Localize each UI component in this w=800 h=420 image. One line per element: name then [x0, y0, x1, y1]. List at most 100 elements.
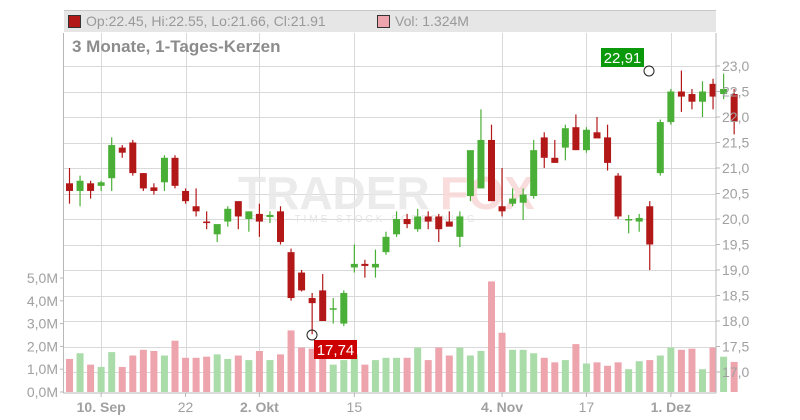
ohlc-legend[interactable]: Op:22.45, Hi:22.55, Lo:21.66, Cl:21.91 [68, 13, 326, 29]
candle[interactable] [382, 231, 390, 255]
candle[interactable] [509, 188, 517, 207]
candle[interactable] [224, 206, 232, 227]
candle[interactable] [688, 88, 696, 110]
candle[interactable] [97, 180, 105, 191]
volume-tick-label: 0,0M [27, 384, 58, 400]
volume-bar [76, 353, 84, 392]
candle[interactable] [540, 132, 548, 168]
candle[interactable] [108, 137, 116, 191]
candle[interactable] [403, 213, 411, 229]
candle[interactable] [182, 188, 190, 204]
candle[interactable] [466, 150, 474, 202]
candle[interactable] [435, 213, 443, 242]
volume-bar [593, 362, 601, 392]
candle[interactable] [255, 203, 263, 237]
candle-body [614, 175, 622, 217]
candle[interactable] [561, 124, 569, 161]
volume-bar [656, 355, 664, 392]
candle[interactable] [87, 180, 95, 199]
volume-bar [118, 366, 126, 392]
candle-body [646, 206, 654, 245]
candle[interactable] [266, 211, 274, 224]
volume-bar [319, 346, 327, 392]
volume-bar [350, 354, 358, 392]
high-badge [601, 48, 644, 67]
volume-bar [498, 332, 506, 392]
candle[interactable] [456, 211, 464, 248]
candle[interactable] [76, 175, 84, 207]
candle-body [593, 132, 601, 139]
candle[interactable] [424, 211, 432, 230]
volume-bars [66, 281, 738, 392]
volume-bar [108, 352, 116, 392]
candle-body [182, 190, 190, 202]
candle[interactable] [699, 81, 706, 117]
volume-bar [699, 369, 706, 392]
candle-body [393, 219, 401, 235]
candle[interactable] [635, 213, 643, 232]
volume-legend[interactable]: Vol: 1.324M [377, 13, 469, 29]
candle[interactable] [614, 173, 622, 219]
volume-bar [709, 347, 717, 392]
candle[interactable] [646, 201, 654, 270]
volume-bar [477, 350, 485, 392]
volume-bar [371, 360, 379, 392]
volume-bar [340, 360, 348, 392]
candle[interactable] [677, 70, 685, 112]
candle[interactable] [277, 206, 284, 245]
candle[interactable] [129, 139, 137, 176]
candle[interactable] [414, 208, 422, 232]
candle[interactable] [604, 124, 612, 171]
candle[interactable] [667, 88, 675, 125]
candle[interactable] [139, 173, 147, 191]
candle-body [266, 214, 274, 217]
candle[interactable] [203, 211, 211, 230]
candle[interactable] [66, 168, 73, 204]
candle[interactable] [329, 298, 337, 324]
volume-bar [266, 360, 274, 392]
volume-swatch-icon [377, 14, 390, 28]
candle[interactable] [720, 73, 728, 100]
candle[interactable] [171, 155, 179, 189]
candle[interactable] [445, 211, 453, 227]
candle[interactable] [160, 155, 168, 191]
candle[interactable] [319, 274, 327, 321]
candle[interactable] [551, 139, 559, 163]
candle[interactable] [340, 290, 348, 327]
candle-body [234, 201, 242, 217]
candle[interactable] [192, 188, 200, 217]
candle[interactable] [572, 114, 580, 151]
candle[interactable] [393, 211, 401, 237]
candle[interactable] [150, 183, 158, 195]
candle-body [76, 180, 84, 191]
candle[interactable] [308, 292, 316, 335]
candle[interactable] [350, 244, 358, 273]
candle[interactable] [582, 127, 590, 153]
candle[interactable] [593, 117, 601, 139]
candle[interactable] [488, 124, 495, 202]
candle[interactable] [709, 78, 717, 110]
high-low-markers: 22,91 17,74 [306, 48, 655, 359]
candle[interactable] [625, 214, 633, 234]
candle-body [509, 198, 517, 204]
volume-bar [509, 349, 517, 392]
candle[interactable] [298, 270, 306, 292]
candle[interactable] [730, 88, 738, 135]
volume-bar [203, 356, 211, 392]
candle[interactable] [234, 201, 242, 230]
watermark-tagline: REAL-TIME STOCK SCREENING [250, 214, 478, 225]
candle[interactable] [245, 211, 253, 232]
candle[interactable] [519, 188, 527, 221]
candle[interactable] [371, 249, 379, 278]
candle[interactable] [287, 248, 295, 301]
watermark-fox: FOX [440, 167, 535, 219]
candle[interactable] [361, 259, 369, 278]
candle[interactable] [530, 139, 538, 199]
candle-body [340, 292, 348, 324]
candle[interactable] [213, 224, 221, 242]
candle[interactable] [118, 145, 126, 158]
candle[interactable] [477, 109, 485, 189]
candle[interactable] [656, 119, 664, 176]
candle[interactable] [498, 168, 506, 217]
